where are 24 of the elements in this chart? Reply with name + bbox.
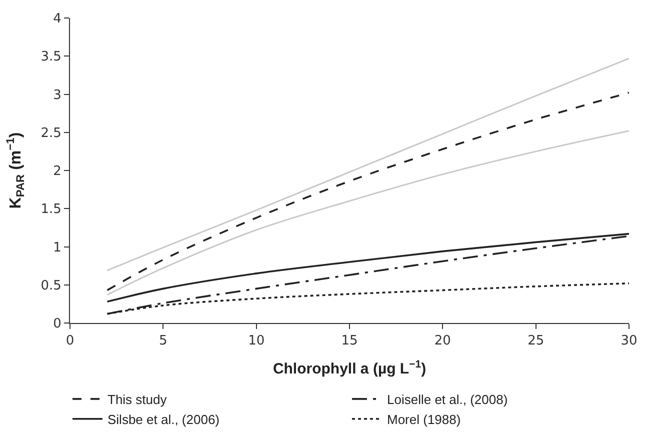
y-tick-label: 1 [53, 240, 62, 256]
y-tick-label: 2.5 [40, 126, 62, 141]
x-tick-label: 30 [620, 334, 638, 349]
y-tick-label: 2 [53, 164, 62, 180]
line-series [106, 92, 629, 292]
legend-label: Morel (1988) [387, 412, 461, 427]
legend-label: Silsbe et al., (2006) [108, 412, 220, 427]
y-tick-label: 0 [53, 316, 62, 332]
y-tick-label: 0.5 [40, 278, 62, 294]
legend-label: This study [108, 392, 168, 408]
x-tick-label: 20 [434, 334, 451, 349]
x-tick-label: 5 [159, 334, 168, 349]
x-tick-label: 25 [528, 334, 544, 349]
y-tick-label: 1.5 [40, 202, 62, 218]
legend-label: Loiselle et al., (2008) [387, 392, 508, 408]
x-axis-title: Chlorophyll a (µg L$^{−1}$) [272, 358, 426, 378]
y-tick-label: 3 [53, 88, 62, 103]
line-series [106, 58, 629, 272]
y-tick-label: 4 [53, 12, 62, 27]
x-tick-label: 10 [248, 334, 265, 349]
x-tick-label: 15 [341, 334, 358, 349]
x-tick-label: 0 [66, 334, 74, 349]
y-tick-label: 3.5 [40, 50, 62, 65]
line-series [106, 130, 629, 296]
